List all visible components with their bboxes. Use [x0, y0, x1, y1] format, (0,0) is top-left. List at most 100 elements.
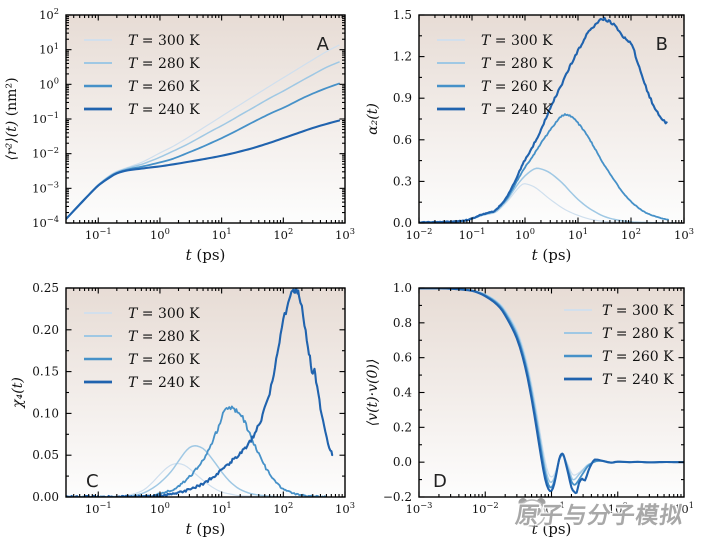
curve-240k — [66, 119, 341, 221]
x-axis-label: t (ps) — [532, 246, 572, 264]
ticks — [66, 287, 346, 498]
svg-text:0.9: 0.9 — [393, 91, 412, 105]
svg-text:102: 102 — [273, 226, 293, 242]
tick-labels: 10−1 100 101 102 103 0.00 0.05 0.10 0.15 0.20 0.25 — [32, 281, 355, 516]
svg-text:10−2: 10−2 — [32, 145, 59, 161]
legend: T = 300 K T = 280 K T = 260 K T = 240 K — [437, 33, 553, 118]
legend-label: T = 300 K — [481, 33, 553, 49]
svg-text:0.6: 0.6 — [393, 133, 412, 147]
legend-label: T = 260 K — [128, 352, 200, 368]
svg-text:1.2: 1.2 — [393, 50, 412, 64]
svg-text:103: 103 — [335, 500, 355, 516]
svg-text:103: 103 — [335, 226, 355, 242]
svg-text:1.0: 1.0 — [393, 281, 412, 295]
svg-text:101: 101 — [39, 41, 59, 57]
svg-text:10−1: 10−1 — [32, 110, 59, 126]
svg-text:10−1: 10−1 — [85, 226, 112, 242]
y-axis-label: α₂(t) — [365, 103, 381, 135]
legend-label: T = 260 K — [602, 349, 674, 365]
tick-labels: 10−3 10−2 10−1 100 101 −0.2 0.0 0.2 0.4 0.6 0.8 1.0 — [383, 281, 694, 516]
legend-label: T = 240 K — [481, 102, 553, 118]
svg-text:101: 101 — [212, 226, 232, 242]
svg-text:101: 101 — [212, 500, 232, 516]
panel-a: 10−1 100 101 102 103 10−4 10−3 10−2 10−1 100 101 10… — [4, 6, 355, 264]
svg-text:10−1: 10−1 — [85, 500, 112, 516]
y-axis-label: ⟨v(t)·v(0)⟩ — [365, 359, 381, 427]
svg-text:10−2: 10−2 — [472, 500, 499, 516]
svg-text:−0.2: −0.2 — [383, 490, 412, 504]
svg-text:0.2: 0.2 — [393, 420, 412, 434]
svg-text:10−1: 10−1 — [538, 500, 565, 516]
svg-text:101: 101 — [674, 500, 694, 516]
panel-b: 10−2 10−1 100 101 102 103 0.0 0.3 0.6 0.9 1.2 1.5 t … — [365, 8, 694, 264]
panel-letter-a: A — [317, 34, 330, 55]
ticks — [418, 14, 685, 224]
svg-text:102: 102 — [621, 226, 641, 242]
y-axis-label: χ₄(t) — [10, 377, 26, 409]
svg-text:0.00: 0.00 — [32, 490, 59, 504]
svg-text:0.0: 0.0 — [393, 455, 412, 469]
svg-text:100: 100 — [608, 500, 628, 516]
plot-background — [66, 15, 345, 223]
svg-text:10−1: 10−1 — [459, 226, 486, 242]
plot-background — [419, 15, 684, 223]
panel-letter-d: D — [433, 471, 447, 492]
curve-260k — [66, 405, 328, 497]
legend-label: T = 240 K — [602, 372, 674, 388]
svg-text:10−4: 10−4 — [32, 214, 59, 230]
legend-label: T = 260 K — [481, 79, 553, 95]
plot-background — [66, 288, 345, 497]
svg-text:1.5: 1.5 — [393, 8, 412, 22]
panel-letter-c: C — [86, 471, 99, 492]
svg-text:100: 100 — [150, 226, 170, 242]
svg-text:0.3: 0.3 — [393, 174, 412, 188]
panel-letter-b: B — [656, 34, 668, 55]
panel-d: 10−3 10−2 10−1 100 101 −0.2 0.0 0.2 0.4 0.6 0.8 1.0… — [365, 281, 694, 538]
svg-text:102: 102 — [273, 500, 293, 516]
legend-label: T = 240 K — [128, 102, 200, 118]
svg-text:10−3: 10−3 — [406, 500, 433, 516]
svg-text:100: 100 — [150, 500, 170, 516]
svg-text:102: 102 — [39, 6, 59, 22]
svg-text:0.6: 0.6 — [393, 351, 412, 365]
panel-c: 10−1 100 101 102 103 0.00 0.05 0.10 0.15 0.20 0.25… — [10, 281, 355, 538]
svg-text:100: 100 — [515, 226, 535, 242]
svg-text:0.4: 0.4 — [393, 386, 412, 400]
svg-text:103: 103 — [674, 226, 694, 242]
legend-label: T = 280 K — [128, 56, 200, 72]
ticks — [66, 14, 346, 224]
x-axis-label: t (ps) — [532, 520, 572, 538]
svg-text:0.10: 0.10 — [32, 406, 59, 420]
svg-text:0.8: 0.8 — [393, 316, 412, 330]
curve-240k — [66, 288, 334, 497]
svg-text:0.25: 0.25 — [32, 281, 59, 295]
ticks — [418, 287, 685, 498]
tick-labels: 10−1 100 101 102 103 10−4 10−3 10−2 10−1 100 101 10… — [32, 6, 355, 242]
svg-text:0.0: 0.0 — [393, 216, 412, 230]
legend: T = 300 K T = 280 K T = 260 K T = 240 K — [84, 33, 200, 118]
legend-label: T = 280 K — [481, 56, 553, 72]
svg-text:0.05: 0.05 — [32, 448, 59, 462]
legend: T = 300 K T = 280 K T = 260 K T = 240 K — [84, 306, 200, 391]
x-axis-label: t (ps) — [186, 246, 226, 264]
legend-label: T = 280 K — [128, 329, 200, 345]
y-axis-label: ⟨r²⟩(t) (nm²) — [4, 77, 20, 160]
curve-240k — [419, 288, 684, 495]
series-group — [66, 44, 341, 221]
svg-text:0.15: 0.15 — [32, 365, 59, 379]
legend-label: T = 300 K — [128, 33, 200, 49]
tick-labels: 10−2 10−1 100 101 102 103 0.0 0.3 0.6 0.9 1.2 1.5 — [393, 8, 694, 242]
legend-label: T = 240 K — [128, 375, 200, 391]
legend-label: T = 280 K — [602, 326, 674, 342]
svg-text:0.20: 0.20 — [32, 323, 59, 337]
svg-text:10−2: 10−2 — [406, 226, 433, 242]
svg-text:10−3: 10−3 — [32, 180, 59, 196]
svg-text:100: 100 — [39, 76, 59, 92]
legend: T = 300 K T = 280 K T = 260 K T = 240 K — [564, 303, 674, 388]
series-group — [419, 288, 684, 495]
legend-label: T = 300 K — [602, 303, 674, 319]
legend-label: T = 300 K — [128, 306, 200, 322]
svg-text:101: 101 — [568, 226, 588, 242]
